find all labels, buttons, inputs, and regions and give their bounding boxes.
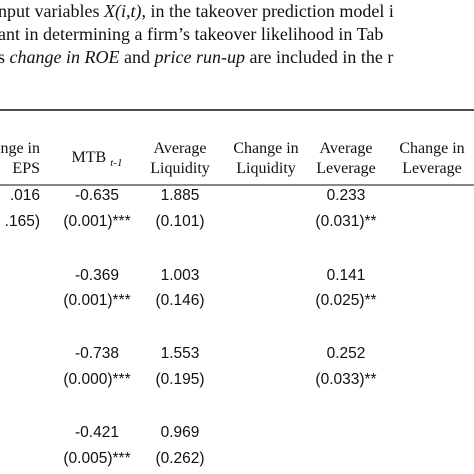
- column-header: Liquidity: [236, 160, 296, 177]
- table-cell: 0.233: [327, 187, 366, 204]
- column-header: Leverage: [316, 160, 376, 177]
- table-cell: (0.001)***: [63, 292, 130, 309]
- intro-segment: change in ROE: [10, 47, 120, 67]
- intro-segment: price run-up: [152, 47, 244, 67]
- table-cell: -0.369: [75, 267, 119, 284]
- table-cell: .016: [10, 187, 40, 204]
- header-text: MTB: [72, 149, 107, 166]
- intro-line: ant in determining a firm’s takeover lik…: [0, 24, 383, 44]
- column-header: Liquidity: [150, 160, 210, 177]
- table-cell: (0.195): [155, 371, 204, 388]
- column-header: Leverage: [402, 160, 462, 177]
- header-subscript: t-1: [110, 157, 122, 169]
- column-header: Average: [154, 140, 207, 157]
- column-header: Change in: [233, 140, 298, 157]
- table-cell: (0.025)**: [315, 292, 376, 309]
- intro-segment: are included in the r: [245, 47, 393, 67]
- table-cell: (0.146): [155, 292, 204, 309]
- column-header: Average: [320, 140, 373, 157]
- table-cell: 1.003: [161, 267, 200, 284]
- table-cell: (0.031)**: [315, 213, 376, 230]
- intro-segment: nput variables: [0, 1, 104, 21]
- intro-segment: ant in determining a firm’s takeover lik…: [0, 24, 383, 44]
- column-header: ange in: [0, 140, 40, 157]
- table-cell: 0.969: [161, 424, 200, 441]
- table-cell: (0.101): [155, 213, 204, 230]
- table-cell: -0.421: [75, 424, 119, 441]
- table-cell: (0.001)***: [63, 213, 130, 230]
- table-cell: (0.000)***: [63, 371, 130, 388]
- intro-line: nput variables X(i,t), in the takeover p…: [0, 1, 394, 22]
- intro-segment: X(i,t): [103, 1, 142, 22]
- intro-line: s change in ROE and price run-up are inc…: [0, 47, 393, 67]
- table-cell: .165): [5, 213, 40, 230]
- intro-segment: s: [0, 47, 10, 67]
- intro-segment: , in the takeover prediction model i: [141, 1, 393, 21]
- table-cell: (0.262): [155, 450, 204, 467]
- table-cell: 0.252: [327, 345, 366, 362]
- table-cell: 0.141: [327, 267, 366, 284]
- table-cell: 1.885: [161, 187, 200, 204]
- column-header: MTB t-1: [72, 149, 123, 169]
- column-header: Change in: [399, 140, 464, 157]
- table-cell: -0.738: [75, 345, 119, 362]
- table-cell: (0.005)***: [63, 450, 130, 467]
- table-cell: (0.033)**: [315, 371, 376, 388]
- column-header: EPS: [12, 160, 40, 177]
- intro-segment: and: [119, 47, 154, 67]
- table-cell: 1.553: [161, 345, 200, 362]
- table-cell: -0.635: [75, 187, 119, 204]
